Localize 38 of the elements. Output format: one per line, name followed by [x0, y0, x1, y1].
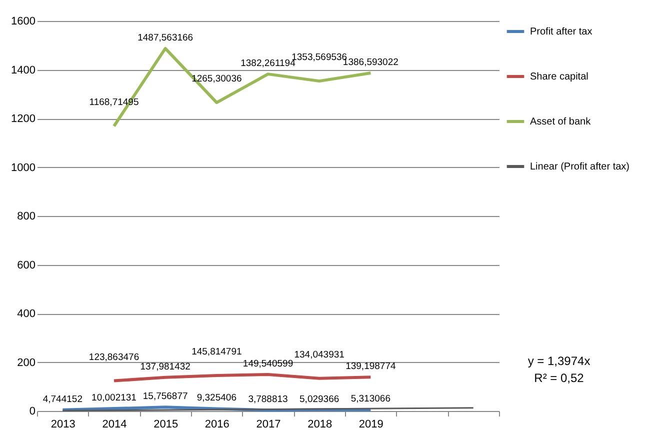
y-tick-label: 200: [17, 356, 36, 369]
y-tick-label: 400: [17, 308, 36, 320]
y-tick-label: 1400: [11, 64, 36, 76]
data-label: 149,540599: [242, 358, 294, 370]
data-label: 10,002131: [92, 392, 136, 404]
x-tick-label: 2014: [102, 418, 127, 430]
line-series: [112, 373, 372, 382]
data-label: 5,029366: [300, 394, 340, 405]
y-tick-label: 1000: [11, 162, 36, 174]
data-label: 9,325406: [196, 392, 236, 404]
data-label: 137,981432: [140, 361, 190, 372]
data-label: 15,756877: [142, 391, 188, 402]
data-label: 145,814791: [192, 346, 242, 358]
legend-label: Asset of bank: [530, 116, 592, 128]
text: y = 1,3974x: [528, 354, 590, 368]
text: R² = 0,52: [534, 371, 584, 385]
x-tick-label: 2017: [256, 418, 281, 430]
data-label: 5,313066: [350, 394, 390, 405]
y-tick-label: 0: [29, 406, 36, 418]
y-tick-label: 600: [17, 259, 36, 272]
data-label: 1487,563166: [138, 32, 194, 44]
data-label: 134,043931: [294, 349, 344, 360]
x-tick-label: 2016: [204, 418, 230, 430]
x-tick-label: 2018: [308, 418, 332, 430]
y-tick-label: 1200: [11, 113, 36, 125]
data-label: 123,863476: [88, 352, 140, 363]
data-label: 1382,261194: [240, 58, 296, 70]
x-tick-label: 2019: [358, 418, 384, 430]
y-tick-label: 1600: [11, 16, 36, 28]
data-label: 4,744152: [42, 394, 82, 405]
x-tick-label: 2013: [50, 418, 76, 430]
data-label: 139,198774: [346, 361, 396, 372]
y-tick-label: 800: [17, 210, 36, 222]
data-label: 3,788813: [248, 394, 288, 406]
legend-label: Linear (Profit after tax): [530, 162, 630, 172]
legend-label: Profit after tax: [530, 26, 592, 38]
x-tick-label: 2015: [154, 418, 178, 430]
legend-label: Share capital: [530, 72, 588, 82]
